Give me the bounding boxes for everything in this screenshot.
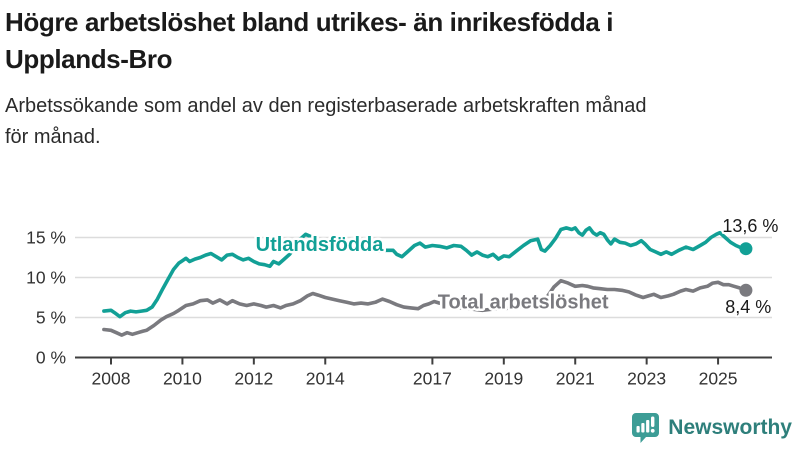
x-tick-label-2010: 2010: [163, 369, 202, 389]
y-tick-label-10: 10 %: [26, 268, 66, 288]
series-label-utlandsfodda: Utlandsfödda: [256, 234, 385, 256]
series-line-total: [102, 278, 748, 337]
subtitle-line-2: för månad.: [5, 126, 101, 148]
x-tick-label-2014: 2014: [306, 369, 345, 389]
title-line-2: Upplands-Bro: [5, 44, 173, 74]
series-end-label-utlandsfodda: 13,6 %: [722, 216, 778, 236]
x-tick-label-2025: 2025: [699, 369, 738, 389]
chart-header: Högre arbetslöshet bland utrikes- än inr…: [5, 4, 797, 153]
x-tick-label-2008: 2008: [92, 369, 131, 389]
series-end-dot-total: [739, 283, 753, 297]
y-tick-label-5: 5 %: [36, 308, 66, 328]
x-tick-label-2017: 2017: [413, 369, 452, 389]
y-tick-label-15: 15 %: [26, 228, 66, 248]
x-tick-label-2012: 2012: [234, 369, 273, 389]
line-chart: 2008 2010 2012 2014 2017 2019 2021 2023 2025 0 % 5…: [0, 205, 800, 400]
series-line-utlandsfodda: [102, 226, 748, 319]
x-tick-label-2023: 2023: [627, 369, 666, 389]
subtitle-line-1: Arbetssökande som andel av den registerb…: [5, 95, 647, 117]
series-end-label-total: 8,4 %: [725, 297, 771, 317]
x-tick-label-2021: 2021: [556, 369, 595, 389]
series-label-total: Total arbetslöshet: [438, 291, 609, 313]
chart-canvas: 2008 2010 2012 2014 2017 2019 2021 2023 2025 0 % 5…: [26, 214, 780, 389]
title-line-1: Högre arbetslöshet bland utrikes- än inr…: [5, 7, 614, 37]
chart-subtitle: Arbetssökande som andel av den registerb…: [5, 91, 797, 153]
newsworthy-logo[interactable]: Newsworthy: [630, 412, 792, 444]
newsworthy-logo-text: Newsworthy: [668, 416, 792, 439]
newsworthy-logo-icon: [632, 413, 660, 443]
series-end-dot-utlandsfodda: [739, 242, 753, 256]
x-tick-label-2019: 2019: [484, 369, 523, 389]
y-tick-label-0: 0 %: [36, 348, 66, 368]
page-title: Högre arbetslöshet bland utrikes- än inr…: [5, 4, 797, 78]
